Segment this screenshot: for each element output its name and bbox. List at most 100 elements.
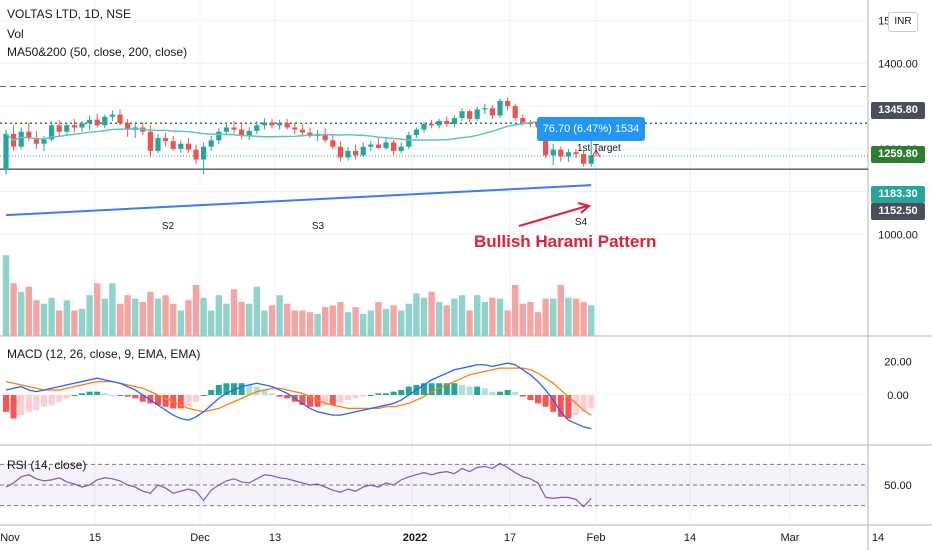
candle-body [429, 124, 435, 126]
macd-histogram-bar [200, 395, 207, 396]
macd-histogram-bar [345, 395, 351, 401]
candle-body [573, 152, 579, 154]
volume-bar [94, 283, 101, 336]
candle-body [87, 119, 93, 124]
time-axis: Nov 15 Dec 13 2022 17 Feb 14 Mar 14 [0, 532, 884, 544]
swing-label-s3: S3 [312, 221, 325, 232]
volume-bar [565, 297, 572, 336]
volume-bars [2, 255, 595, 336]
macd-histogram-bar [322, 395, 329, 406]
candle-body [451, 118, 457, 125]
volume-bar [78, 308, 86, 336]
price-label-target: 1259.80 [871, 146, 925, 163]
x-tick-label: Nov [0, 532, 20, 544]
macd-signal-line [5, 367, 592, 416]
candle-body [125, 123, 131, 130]
candle-body [505, 100, 511, 107]
candle-body [413, 129, 419, 136]
macd-histogram-bar [550, 395, 557, 412]
volume-bar [443, 305, 450, 336]
volume-bar [116, 303, 124, 336]
y-tick-label: 1000.00 [878, 229, 918, 241]
volume-bar [382, 308, 390, 336]
candle-body [368, 144, 374, 147]
volume-bar [101, 298, 108, 336]
x-tick-label: 15 [89, 532, 101, 544]
macd-histogram-bar [18, 395, 25, 416]
candle-body [41, 139, 47, 144]
annotations: S2 S3 S4 [162, 148, 601, 232]
volume-bar [542, 298, 549, 336]
candle-body [178, 143, 184, 149]
volume-bar [109, 283, 116, 336]
volume-bar [481, 302, 488, 336]
x-tick-label: 17 [504, 532, 516, 544]
macd-histogram-bar [162, 395, 169, 407]
volume-bar [276, 295, 283, 336]
x-tick-label: Dec [190, 532, 210, 544]
volume-bar [284, 303, 291, 336]
macd-histogram-bar [79, 393, 85, 395]
candle-body [322, 133, 328, 141]
volume-bar [124, 295, 131, 336]
volume-bar [344, 312, 352, 336]
candle-body [246, 130, 252, 136]
candle-body [489, 108, 495, 116]
volume-bar [390, 305, 397, 336]
volume-bar [162, 295, 169, 336]
volume-bar [139, 302, 146, 336]
macd-histogram-bar [542, 395, 549, 407]
volume-label: Vol [7, 27, 24, 41]
macd-histogram-bar [155, 395, 161, 406]
candle-body [345, 150, 351, 158]
volume-bar [253, 286, 260, 336]
candle-body [284, 123, 290, 128]
candle-body [208, 140, 214, 147]
pattern-arrow-line [518, 205, 588, 227]
macd-histogram-bar [185, 395, 192, 407]
macd-histogram-bar [512, 391, 519, 395]
macd-histogram-bar [497, 391, 503, 395]
candle-body [383, 142, 389, 148]
macd-histogram-bar [383, 393, 389, 395]
volume-bar [527, 302, 534, 336]
candle-body [155, 138, 161, 151]
candle-body [185, 143, 191, 150]
macd-histogram-bar [557, 395, 564, 417]
macd-histogram-bar [580, 395, 587, 412]
candle-body [94, 119, 100, 126]
macd-histogram-bar [132, 395, 139, 399]
volume-bar [291, 310, 298, 336]
volume-bar [25, 286, 32, 336]
macd-histogram-bar [101, 393, 108, 395]
macd-histogram-bar [276, 395, 283, 397]
macd-histogram-bar [63, 395, 70, 399]
volume-bar [40, 303, 48, 336]
candle-body [79, 123, 85, 128]
candle-body [18, 131, 24, 147]
candle-body [261, 122, 267, 126]
volume-bar [474, 295, 481, 336]
x-tick-label: 13 [269, 532, 281, 544]
macd-tick-label: 0.00 [887, 390, 908, 402]
macd-histogram-bar [10, 395, 17, 419]
macd-histogram-bar [519, 395, 526, 397]
volume-bar [337, 302, 344, 336]
macd-histogram-bar [238, 383, 245, 395]
macd-histogram-bar [307, 395, 313, 407]
currency-button[interactable]: INR [888, 12, 918, 32]
macd-histogram-bar [177, 395, 184, 409]
macd-histogram-bar [481, 388, 488, 395]
macd-histogram-bar [147, 395, 154, 404]
macd-histogram-bar [246, 384, 253, 395]
macd-histogram-bar [193, 395, 199, 402]
volume-bar [580, 302, 587, 336]
macd-pane [0, 362, 868, 430]
volume-bar [451, 298, 458, 336]
volume-bar [147, 291, 154, 336]
x-tick-label: 14 [684, 532, 696, 544]
macd-histogram-bar [428, 383, 435, 395]
volume-bar [56, 310, 63, 336]
volume-bar [223, 303, 230, 336]
